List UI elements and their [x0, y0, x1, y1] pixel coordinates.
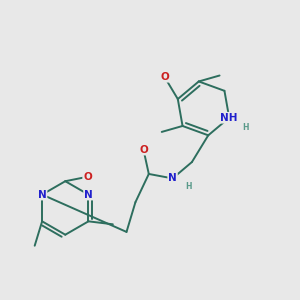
Text: H: H: [185, 182, 191, 191]
Text: N: N: [38, 190, 46, 200]
Text: O: O: [160, 72, 169, 82]
Text: O: O: [83, 172, 92, 182]
Text: NH: NH: [220, 113, 238, 123]
Text: O: O: [139, 145, 148, 154]
Text: H: H: [242, 123, 249, 132]
Text: N: N: [84, 190, 93, 200]
Text: N: N: [168, 173, 177, 183]
